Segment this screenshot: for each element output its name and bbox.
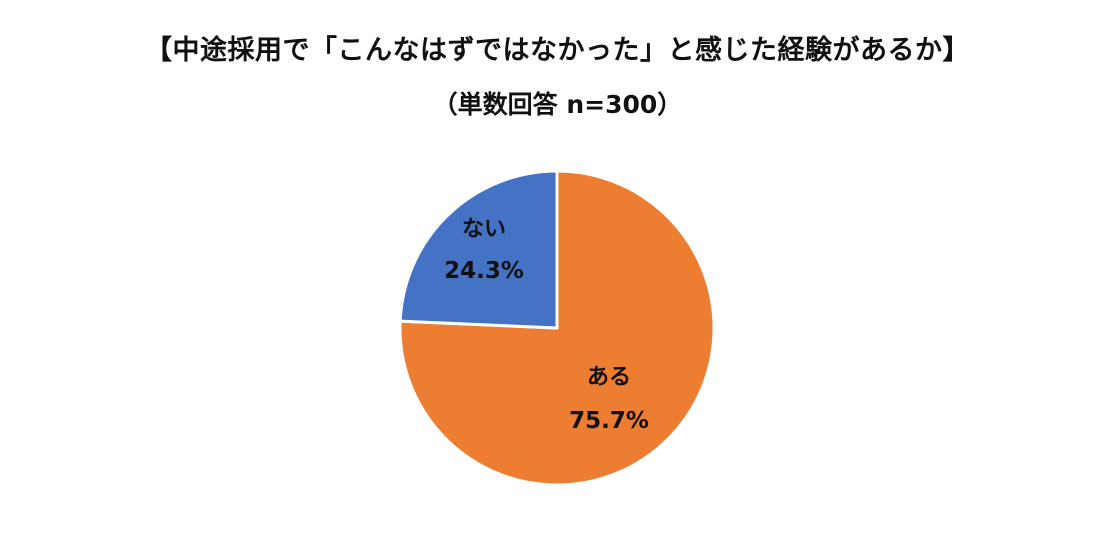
slice-value-aru: 75.7% <box>569 408 649 434</box>
slice-label-aru: ある <box>587 365 631 390</box>
chart-title: 【中途採用で「こんなはずではなかった」と感じた経験があるか】 <box>145 35 970 66</box>
pie-slice-nai <box>398 169 559 330</box>
slice-label-nai: ない <box>462 217 506 242</box>
slice-value-nai: 24.3% <box>444 258 524 284</box>
chart-subtitle: （単数回答 n=300） <box>432 90 683 119</box>
